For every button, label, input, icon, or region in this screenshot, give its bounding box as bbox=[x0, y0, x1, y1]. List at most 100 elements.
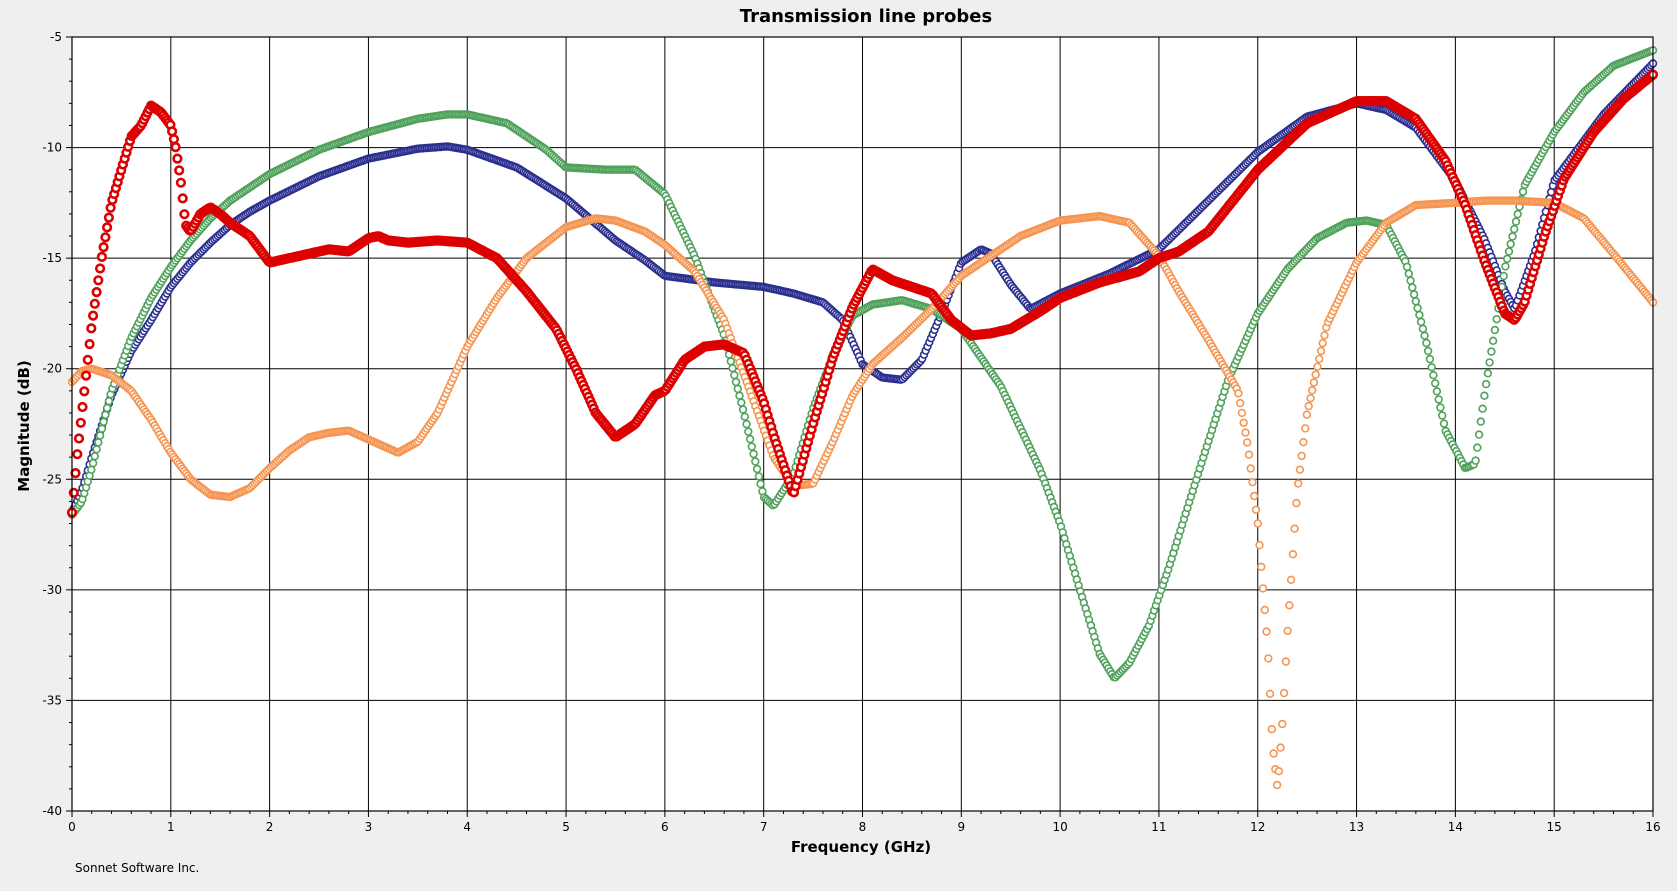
series-2-point bbox=[1473, 443, 1482, 452]
x-axis-label: Frequency (GHz) bbox=[791, 838, 931, 856]
grid bbox=[71, 36, 1654, 812]
series-3-point bbox=[1281, 657, 1291, 666]
x-tick-label: 10 bbox=[1052, 820, 1067, 834]
x-tick-label: 2 bbox=[266, 820, 274, 834]
series-3-point bbox=[1242, 438, 1252, 447]
series-2-point bbox=[749, 449, 758, 459]
series-4-point bbox=[172, 153, 183, 164]
series-2-point bbox=[1411, 297, 1421, 306]
series-2-point bbox=[1429, 371, 1438, 380]
x-tick-label: 3 bbox=[365, 820, 373, 834]
series-2-point bbox=[1509, 224, 1519, 234]
x-tick-label: 16 bbox=[1645, 820, 1660, 834]
series-2-point bbox=[735, 391, 744, 400]
series-2-point bbox=[751, 457, 760, 466]
x-tick-label: 14 bbox=[1448, 820, 1463, 834]
y-tick-label: -15 bbox=[42, 251, 62, 265]
series-2-point bbox=[88, 458, 98, 468]
series-3-point bbox=[1251, 505, 1261, 514]
series-2-point bbox=[726, 357, 735, 366]
series-2-point bbox=[94, 438, 103, 447]
series-2-point bbox=[1488, 336, 1498, 345]
y-tick-label: -40 bbox=[42, 804, 62, 818]
series-2-point bbox=[1408, 283, 1417, 292]
series-4-point bbox=[89, 298, 100, 309]
series-3-point bbox=[1283, 626, 1292, 636]
series-4-point bbox=[103, 212, 114, 223]
series-2-point bbox=[1423, 346, 1433, 356]
series-2-point bbox=[97, 424, 107, 433]
series-2-point bbox=[737, 398, 746, 407]
series-2-point bbox=[1404, 269, 1414, 278]
series-3-point bbox=[1306, 394, 1315, 403]
series-3-point bbox=[1292, 498, 1301, 508]
series-4-point bbox=[98, 242, 109, 253]
series-4-point bbox=[79, 386, 90, 397]
series-4-point bbox=[105, 202, 116, 213]
series-3-point bbox=[1311, 370, 1320, 379]
x-tick-label: 7 bbox=[760, 820, 768, 834]
series-3-point bbox=[1299, 438, 1308, 447]
series-3-point bbox=[1253, 519, 1263, 528]
series-3-point bbox=[1276, 743, 1285, 752]
series-4-point bbox=[87, 310, 99, 321]
x-tick-label: 5 bbox=[562, 820, 570, 834]
series-3-point bbox=[1235, 398, 1245, 408]
series-4-point bbox=[93, 275, 104, 286]
series-2-point bbox=[1474, 430, 1484, 439]
series-3-point bbox=[1304, 401, 1313, 411]
series-3-point bbox=[1279, 688, 1289, 698]
series-3-point bbox=[1274, 766, 1284, 776]
series-4-point bbox=[86, 323, 97, 334]
series-2-point bbox=[1487, 347, 1496, 356]
series-3-point bbox=[1297, 451, 1306, 461]
x-tick-label: 0 bbox=[68, 820, 76, 834]
series-4-point bbox=[91, 287, 102, 298]
series-3-point bbox=[1290, 524, 1299, 533]
series-2-point bbox=[1480, 391, 1489, 400]
series-4-point bbox=[73, 433, 85, 444]
series-4-point bbox=[96, 251, 107, 262]
series-3-point bbox=[1285, 601, 1294, 610]
series-3-point bbox=[1300, 424, 1310, 433]
footer-credit: Sonnet Software Inc. bbox=[75, 861, 199, 875]
series-3-point bbox=[1307, 386, 1317, 395]
series-3-point bbox=[1293, 479, 1303, 488]
series-4-point bbox=[82, 354, 93, 366]
x-tick-label: 8 bbox=[859, 820, 867, 834]
y-tick-label: -30 bbox=[42, 583, 62, 597]
y-tick-label: -25 bbox=[42, 472, 62, 486]
series-3-point bbox=[1234, 389, 1243, 398]
series-4-point bbox=[174, 165, 185, 176]
series-4-point bbox=[84, 339, 95, 350]
series-4-point bbox=[177, 193, 188, 204]
series-2-point bbox=[1499, 271, 1508, 281]
series-2-point bbox=[1511, 217, 1521, 226]
series-2-point bbox=[92, 445, 101, 454]
chart-title: Transmission line probes bbox=[740, 6, 992, 27]
series-2-point bbox=[730, 370, 739, 380]
series-4-point bbox=[168, 134, 179, 145]
x-tick-label: 12 bbox=[1250, 820, 1265, 834]
series-3-point bbox=[1249, 491, 1259, 501]
series-3-point bbox=[1248, 478, 1257, 487]
y-tick-label: -10 bbox=[42, 141, 62, 155]
series-3-point bbox=[1286, 575, 1296, 584]
series-3-point bbox=[1278, 719, 1287, 729]
series-3-point bbox=[1237, 408, 1247, 418]
series-4-point bbox=[77, 401, 88, 413]
x-tick-label: 13 bbox=[1349, 820, 1364, 834]
series-3-point bbox=[1255, 540, 1264, 550]
series-3-point bbox=[1288, 549, 1298, 559]
series-3-point bbox=[1260, 605, 1270, 615]
axes: 0 1 2 3 4 5 6 7 8 9 10 11 12 13 14 15 16-5-10-15-20-25-3… bbox=[42, 30, 1660, 834]
series-2-point bbox=[1492, 315, 1501, 324]
series-2-point bbox=[1436, 403, 1445, 412]
x-tick-label: 11 bbox=[1151, 820, 1166, 834]
series-2-point bbox=[754, 472, 764, 481]
x-tick-label: 6 bbox=[661, 820, 669, 834]
series-2-point bbox=[101, 410, 110, 420]
series-2-point bbox=[728, 364, 737, 373]
series-2-point bbox=[1483, 369, 1493, 378]
series-2-point bbox=[1501, 262, 1510, 271]
